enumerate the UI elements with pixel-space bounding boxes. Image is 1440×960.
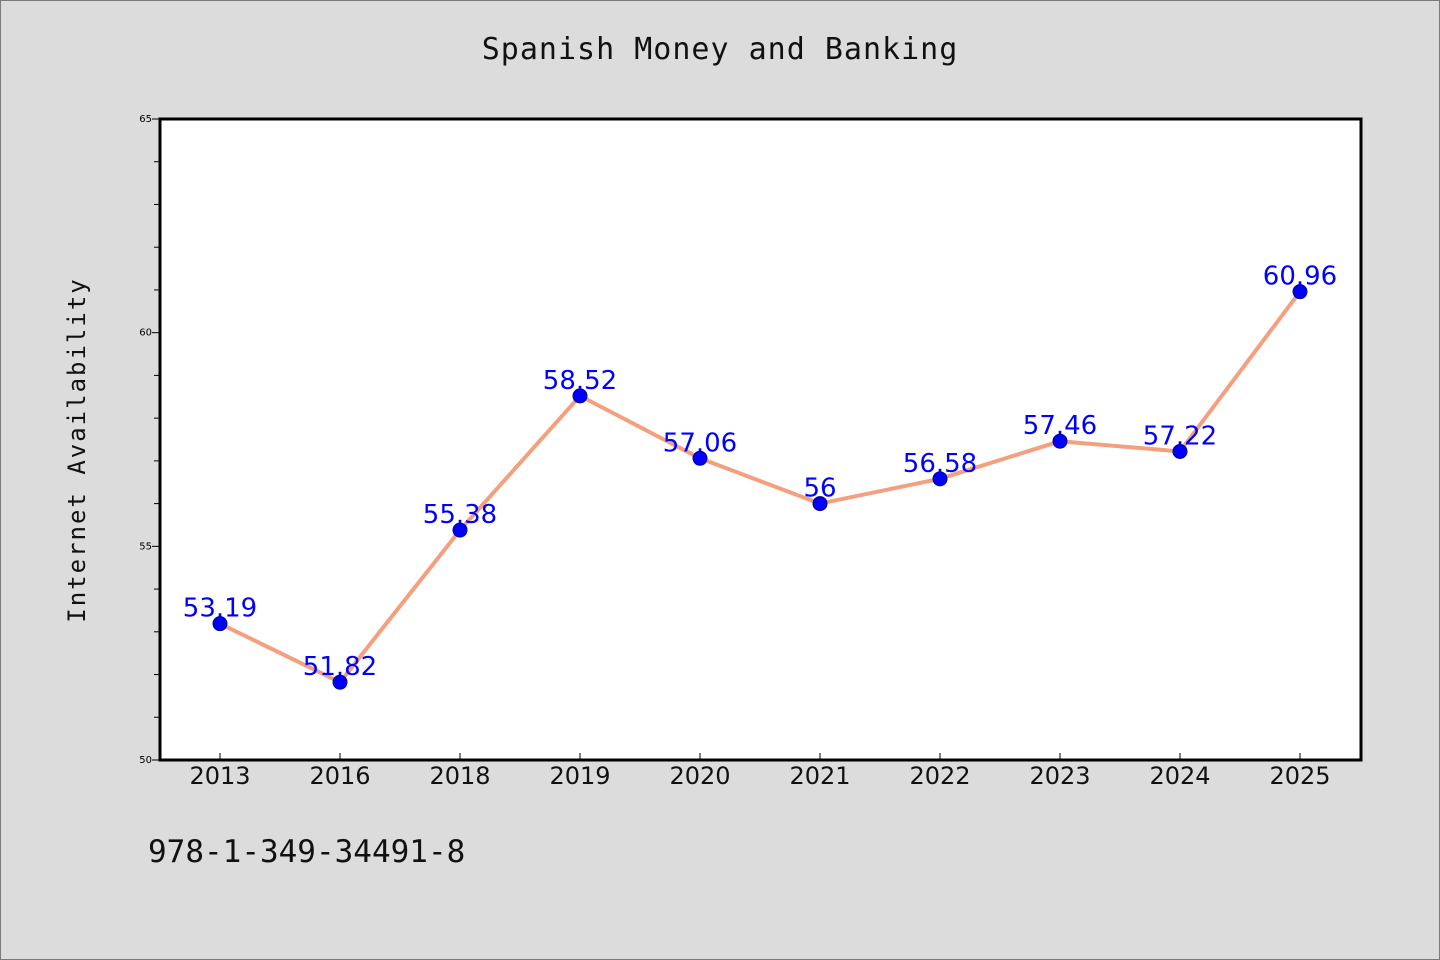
data-label: 58.52 (543, 366, 617, 396)
y-tick-label: 65 (139, 114, 152, 125)
data-point (1172, 443, 1188, 459)
data-label: 57.46 (1023, 411, 1097, 441)
data-label: 57.22 (1143, 421, 1217, 451)
data-point (812, 496, 828, 512)
data-label: 51.82 (303, 652, 377, 682)
chart-title: Spanish Money and Banking (481, 32, 959, 67)
data-point (332, 674, 348, 690)
x-tick-label: 2019 (549, 762, 610, 790)
x-tick-label: 2021 (789, 762, 850, 790)
x-tick-label: 2023 (1029, 762, 1090, 790)
data-point (932, 471, 948, 487)
y-tick-label: 60 (139, 328, 152, 339)
x-tick-label: 2024 (1149, 762, 1210, 790)
data-label: 57.06 (663, 428, 737, 458)
x-tick-label: 2025 (1269, 762, 1330, 790)
y-axis: 50 55 60 65 (139, 114, 160, 766)
x-tick-label: 2022 (909, 762, 970, 790)
data-label: 53.19 (183, 594, 257, 624)
isbn-note: 978-1-349-34491-8 (148, 834, 466, 870)
x-tick-label: 2016 (309, 762, 370, 790)
y-tick-label: 55 (139, 541, 152, 552)
data-markers (212, 284, 1308, 690)
data-label: 56 (803, 474, 836, 504)
plot-area (158, 117, 1363, 762)
data-point (692, 450, 708, 466)
data-label: 56.58 (903, 449, 977, 479)
x-tick-label: 2013 (189, 762, 250, 790)
x-axis: 2013 2016 2018 2019 2020 2021 2022 2023 2024 2025 (189, 753, 1331, 790)
data-point (452, 522, 468, 538)
data-label: 55.38 (423, 500, 497, 530)
x-tick-label: 2018 (429, 762, 490, 790)
x-tick-label: 2020 (669, 762, 730, 790)
data-point (572, 388, 588, 404)
data-labels: 53.19 51.82 55.38 58.52 57.06 56 56.58 57.46 57.… (183, 262, 1337, 683)
series-line (219, 290, 1302, 685)
y-tick-label: 50 (139, 755, 152, 766)
y-axis-title: Internet Availability (63, 277, 91, 622)
data-point (1052, 433, 1068, 449)
data-point (1292, 284, 1308, 300)
data-point (212, 616, 228, 632)
data-label: 60.96 (1263, 262, 1337, 292)
